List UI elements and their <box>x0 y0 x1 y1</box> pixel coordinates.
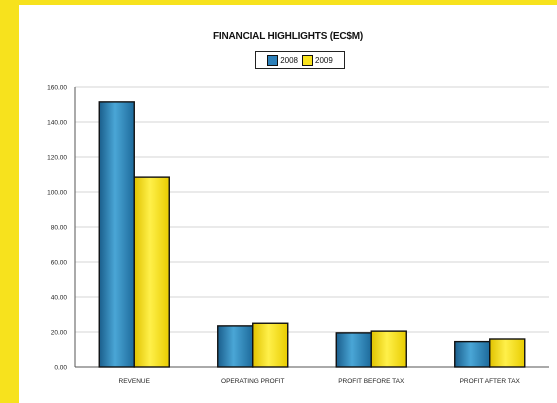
x-category-label: OPERATING PROFIT <box>221 378 284 385</box>
legend-swatch-2009 <box>302 54 313 66</box>
legend-label-2009: 2009 <box>315 55 333 65</box>
legend-item-2009: 2009 <box>302 54 333 66</box>
bar-2008-profit-after-tax <box>454 340 491 368</box>
y-tick-label: 60.00 <box>51 260 68 267</box>
y-tick-label: 40.00 <box>51 295 68 302</box>
bar-chart: 0.00 20.00 40.00 60.00 80.00 100.00 120.00 140.… <box>47 85 549 385</box>
y-tick-label: 160.00 <box>47 85 67 92</box>
bar-2009-operating-profit <box>252 322 289 368</box>
chart-panel: FINANCIAL HIGHLIGHTS (EC$M) 2008 2009 0 <box>19 5 557 403</box>
bar-2008-revenue <box>98 101 135 368</box>
legend-swatch-2008 <box>267 54 279 66</box>
y-tick-label: 80.00 <box>51 225 68 232</box>
y-tick-label: 20.00 <box>51 330 68 337</box>
bar-2009-profit-before-tax <box>370 330 407 368</box>
legend-label-2008: 2008 <box>280 55 298 65</box>
y-tick-label: 140.00 <box>47 120 67 127</box>
y-tick-label: 120.00 <box>47 155 67 162</box>
bar-2008-operating-profit <box>217 325 254 368</box>
x-category-label: REVENUE <box>119 378 151 385</box>
x-category-label: PROFIT AFTER TAX <box>460 378 521 385</box>
bar-2009-revenue <box>133 176 170 368</box>
chart-title: FINANCIAL HIGHLIGHTS (EC$M) <box>213 31 363 42</box>
y-tick-label: 100.00 <box>47 190 67 197</box>
y-tick-label: 0.00 <box>54 365 67 372</box>
bar-2008-profit-before-tax <box>335 332 372 368</box>
chart-legend: 2008 2009 <box>255 51 345 69</box>
legend-item-2008: 2008 <box>267 54 298 66</box>
bar-2009-profit-after-tax <box>489 338 526 368</box>
x-category-label: PROFIT BEFORE TAX <box>338 378 405 385</box>
